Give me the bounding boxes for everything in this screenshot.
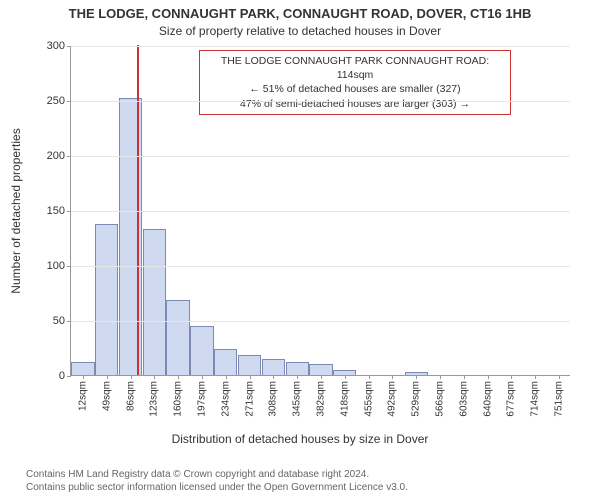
xtick-label: 12sqm	[77, 381, 88, 411]
xtick-mark	[226, 375, 227, 379]
xtick-label: 677sqm	[506, 381, 517, 417]
bar	[214, 349, 237, 375]
xtick-label: 86sqm	[125, 381, 136, 411]
xtick-mark	[297, 375, 298, 379]
xtick-mark	[535, 375, 536, 379]
ytick-mark	[67, 266, 71, 267]
xtick-mark	[559, 375, 560, 379]
ytick-mark	[67, 211, 71, 212]
annotation-line2: ← 51% of detached houses are smaller (32…	[206, 82, 504, 96]
ytick-mark	[67, 156, 71, 157]
ytick-label: 250	[47, 95, 65, 107]
xtick-mark	[440, 375, 441, 379]
bar	[286, 362, 309, 375]
xtick-mark	[416, 375, 417, 379]
bar	[143, 229, 166, 375]
chart-footer: Contains HM Land Registry data © Crown c…	[26, 468, 408, 494]
ytick-label: 50	[53, 315, 65, 327]
gridline	[71, 46, 570, 47]
gridline	[71, 211, 570, 212]
xtick-mark	[273, 375, 274, 379]
xtick-mark	[83, 375, 84, 379]
xtick-label: 160sqm	[173, 381, 184, 417]
xtick-mark	[131, 375, 132, 379]
ytick-label: 150	[47, 205, 65, 217]
ytick-label: 300	[47, 40, 65, 52]
gridline	[71, 266, 570, 267]
annotation-line3: 47% of semi-detached houses are larger (…	[206, 97, 504, 111]
bar	[95, 224, 118, 375]
ytick-mark	[67, 376, 71, 377]
ytick-mark	[67, 321, 71, 322]
xtick-label: 234sqm	[220, 381, 231, 417]
xtick-label: 640sqm	[482, 381, 493, 417]
bar	[262, 359, 285, 376]
xtick-mark	[202, 375, 203, 379]
chart-container: THE LODGE, CONNAUGHT PARK, CONNAUGHT ROA…	[0, 0, 600, 500]
y-axis-label: Number of detached properties	[9, 128, 23, 293]
xtick-mark	[369, 375, 370, 379]
xtick-label: 529sqm	[411, 381, 422, 417]
annotation-box: THE LODGE CONNAUGHT PARK CONNAUGHT ROAD:…	[199, 50, 511, 115]
bar	[238, 355, 261, 375]
xtick-label: 455sqm	[363, 381, 374, 417]
xtick-label: 49sqm	[101, 381, 112, 411]
marker-line	[137, 45, 139, 375]
xtick-mark	[511, 375, 512, 379]
plot-area: THE LODGE CONNAUGHT PARK CONNAUGHT ROAD:…	[70, 46, 570, 376]
xtick-mark	[321, 375, 322, 379]
xtick-mark	[488, 375, 489, 379]
xtick-label: 271sqm	[244, 381, 255, 417]
bar	[309, 364, 332, 375]
xtick-label: 751sqm	[554, 381, 565, 417]
xtick-mark	[178, 375, 179, 379]
xtick-mark	[345, 375, 346, 379]
xtick-label: 197sqm	[196, 381, 207, 417]
ytick-mark	[67, 101, 71, 102]
xtick-mark	[107, 375, 108, 379]
gridline	[71, 101, 570, 102]
xtick-label: 492sqm	[387, 381, 398, 417]
chart-subtitle: Size of property relative to detached ho…	[0, 24, 600, 38]
x-axis-label: Distribution of detached houses by size …	[0, 432, 600, 446]
xtick-label: 308sqm	[268, 381, 279, 417]
xtick-mark	[250, 375, 251, 379]
xtick-label: 345sqm	[292, 381, 303, 417]
ytick-label: 0	[59, 370, 65, 382]
bar	[71, 362, 94, 375]
footer-line2: Contains public sector information licen…	[26, 481, 408, 494]
chart-title: THE LODGE, CONNAUGHT PARK, CONNAUGHT ROA…	[0, 6, 600, 21]
footer-line1: Contains HM Land Registry data © Crown c…	[26, 468, 408, 481]
annotation-line1: THE LODGE CONNAUGHT PARK CONNAUGHT ROAD:…	[206, 54, 504, 82]
xtick-label: 566sqm	[435, 381, 446, 417]
xtick-mark	[154, 375, 155, 379]
gridline	[71, 321, 570, 322]
bar	[166, 300, 189, 375]
xtick-label: 382sqm	[316, 381, 327, 417]
gridline	[71, 156, 570, 157]
ytick-label: 200	[47, 150, 65, 162]
ytick-mark	[67, 46, 71, 47]
xtick-label: 123sqm	[149, 381, 160, 417]
xtick-label: 714sqm	[530, 381, 541, 417]
xtick-label: 603sqm	[458, 381, 469, 417]
xtick-mark	[392, 375, 393, 379]
xtick-mark	[464, 375, 465, 379]
xtick-label: 418sqm	[339, 381, 350, 417]
bar	[190, 326, 213, 376]
ytick-label: 100	[47, 260, 65, 272]
